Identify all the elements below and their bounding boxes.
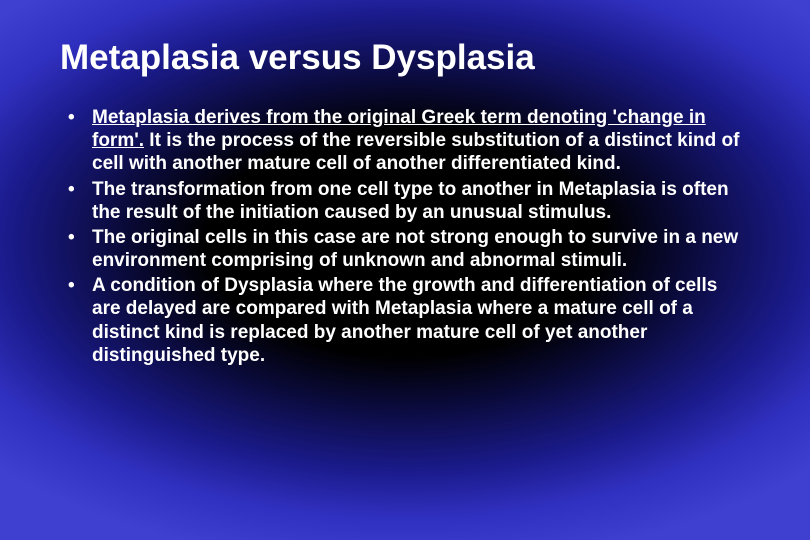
bullet-item: Metaplasia derives from the original Gre… <box>92 106 750 176</box>
bullet-item: A condition of Dysplasia where the growt… <box>92 274 750 367</box>
bullet-run: Metaplasia derives from the original Gre… <box>92 107 613 128</box>
bullet-item: The original cells in this case are not … <box>92 226 750 272</box>
bullet-run: The transformation from one cell type to… <box>92 179 729 223</box>
bullet-run: The original cells in this case are not … <box>92 227 738 271</box>
slide-container: Metaplasia versus Dysplasia Metaplasia d… <box>0 0 810 399</box>
bullet-list: Metaplasia derives from the original Gre… <box>60 106 750 367</box>
bullet-run: It is the process of the reversible subs… <box>92 130 739 174</box>
bullet-item: The transformation from one cell type to… <box>92 178 750 224</box>
bullet-run: A condition of Dysplasia where the growt… <box>92 275 717 366</box>
slide-title: Metaplasia versus Dysplasia <box>60 38 750 78</box>
